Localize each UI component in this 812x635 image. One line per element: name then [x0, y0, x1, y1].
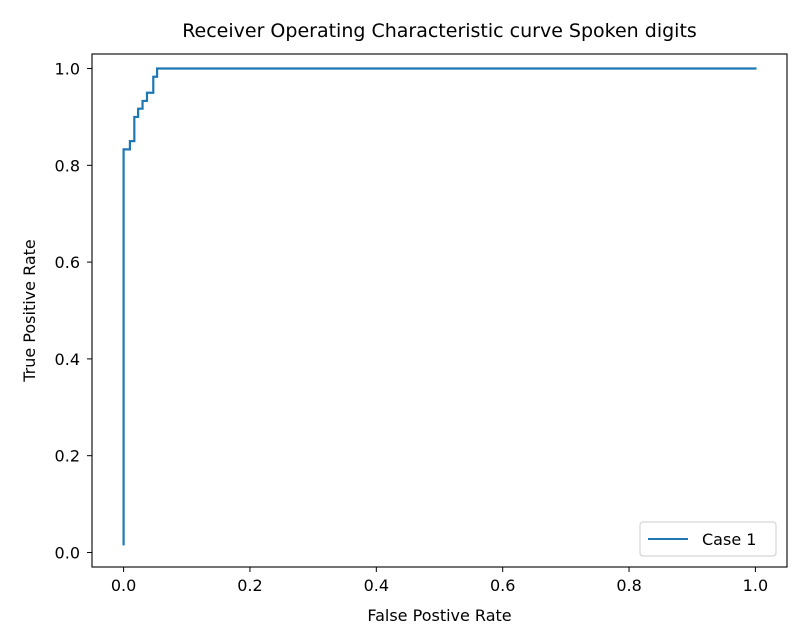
y-axis-title: True Positive Rate	[20, 239, 39, 383]
y-tick-label: 0.8	[55, 156, 80, 175]
y-tick-label: 1.0	[55, 60, 80, 79]
x-tick-label: 0.8	[616, 576, 641, 595]
x-tick-label: 0.6	[490, 576, 515, 595]
axes-frame	[91, 53, 788, 568]
x-tick-label: 0.2	[237, 576, 262, 595]
legend-box	[639, 521, 777, 557]
chart-title: Receiver Operating Characteristic curve …	[182, 20, 697, 42]
legend-label-case-1: Case 1	[702, 530, 756, 549]
x-axis-title: False Postive Rate	[367, 606, 511, 625]
x-tick-label: 0.0	[111, 576, 136, 595]
y-tick-label: 0.6	[55, 253, 80, 272]
x-tick-label: 0.4	[364, 576, 389, 595]
x-tick-label: 1.0	[743, 576, 768, 595]
y-tick-label: 0.0	[55, 543, 80, 562]
series-line-1	[122, 67, 757, 546]
y-tick-label: 0.2	[55, 447, 80, 466]
legend: Case 1	[639, 521, 777, 557]
y-tick-label: 0.4	[55, 350, 80, 369]
plot-area: 0.0 0.2 0.4 0.6 0.8 1.0 0.0 0.2 0.4 0.6 0.8 1.0	[55, 53, 788, 595]
